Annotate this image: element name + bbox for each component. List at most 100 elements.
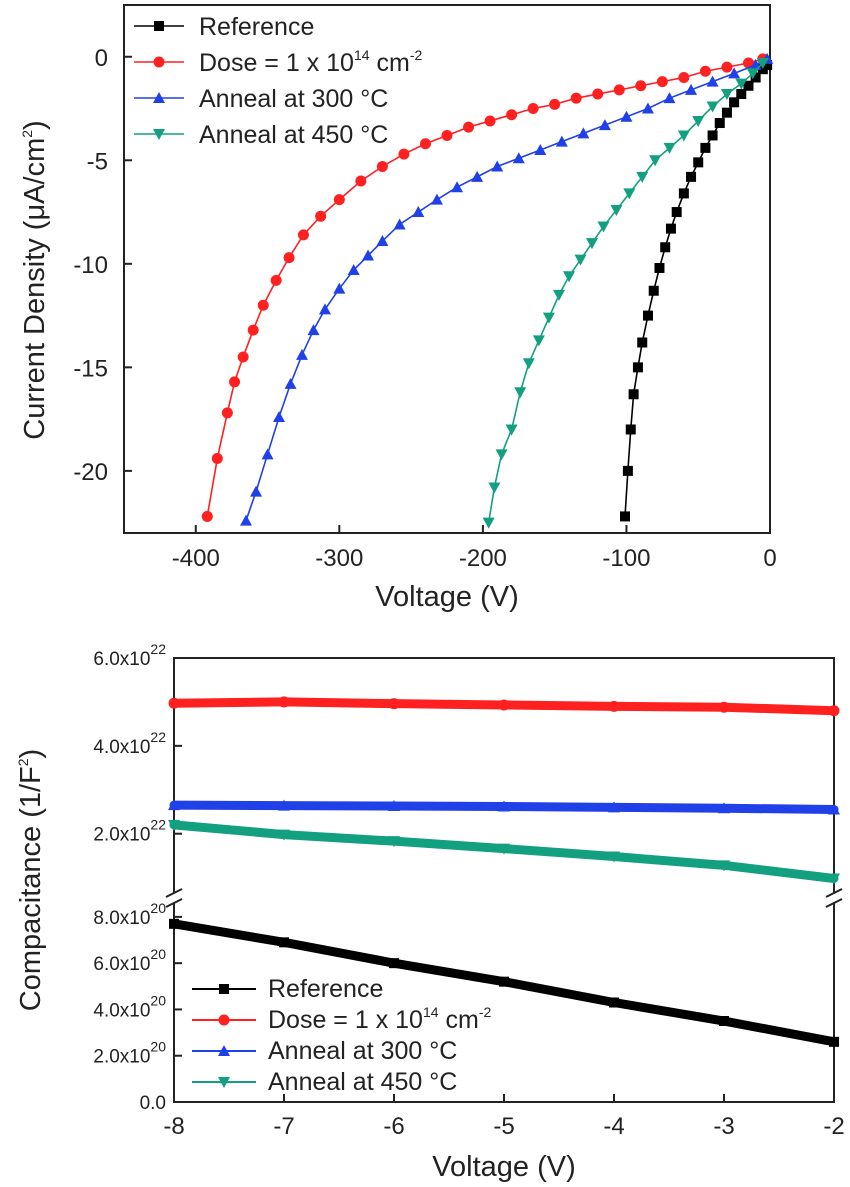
top-data-point-dose xyxy=(270,274,282,286)
top-data-point-anneal300 xyxy=(333,282,346,294)
top-legend-marker-anneal300 xyxy=(153,92,165,103)
top-data-point-anneal300 xyxy=(284,377,297,389)
top-data-point-reference xyxy=(620,511,631,522)
top-data-point-dose xyxy=(237,351,249,363)
top-data-point-anneal450 xyxy=(505,424,518,436)
bottom-data-point-anneal450 xyxy=(828,873,840,885)
top-data-point-anneal300 xyxy=(273,411,286,423)
bottom-legend-text: Dose = 1 x 10 xyxy=(268,1006,423,1034)
bottom-data-point-reference xyxy=(279,937,289,948)
bottom-lower-y-tick-label: 2.0x1020 xyxy=(93,1039,166,1068)
bottom-legend-label-anneal300: Anneal at 300 °C xyxy=(268,1037,457,1065)
top-data-point-anneal300 xyxy=(706,75,719,87)
bottom-x-tick-label: -4 xyxy=(603,1113,624,1140)
top-data-point-dose xyxy=(221,407,233,419)
top-data-point-dose xyxy=(376,161,388,173)
top-data-point-dose xyxy=(699,65,711,77)
top-plot-frame xyxy=(123,4,771,534)
top-data-point-anneal300 xyxy=(641,102,654,114)
top-y-tick-label: -20 xyxy=(73,459,108,486)
bottom-upper-y-tick-label-exp: 22 xyxy=(150,729,166,745)
top-data-point-anneal450 xyxy=(735,78,748,90)
top-data-point-anneal450 xyxy=(756,57,769,69)
top-data-point-anneal300 xyxy=(663,92,676,104)
top-data-point-anneal450 xyxy=(585,238,598,250)
bottom-x-axis-title: Voltage (V) xyxy=(432,1151,575,1183)
bottom-upper-y-tick-label: 6.0x1022 xyxy=(93,641,166,670)
top-data-point-anneal450 xyxy=(720,89,733,101)
top-data-point-anneal300 xyxy=(393,218,406,230)
bottom-data-point-dose xyxy=(828,705,840,717)
top-data-point-anneal450 xyxy=(597,221,610,233)
bottom-y-axis-title: Compacitance (1/F2) xyxy=(15,749,47,1011)
bottom-x-tick-label: -2 xyxy=(823,1113,844,1140)
bottom-data-point-dose xyxy=(278,696,290,708)
bottom-data-point-anneal450 xyxy=(608,851,620,863)
bottom-data-point-anneal300 xyxy=(388,800,400,812)
top-data-point-anneal300 xyxy=(347,264,360,276)
top-data-point-dose xyxy=(656,76,668,88)
bottom-x-tick-label: -3 xyxy=(713,1113,734,1140)
top-x-tick-label: 0 xyxy=(763,545,776,572)
top-data-point-reference xyxy=(678,188,689,199)
capacitance-chart: -8 -7 -6 -5 -4 -3 -2 2.0x10224.0x10226.0x10220… xyxy=(15,641,845,1183)
top-legend: Reference Dose = 1 x 1014 cm-2 Anneal at 3… xyxy=(134,13,422,149)
bottom-data-point-dose xyxy=(388,698,400,710)
top-data-point-dose xyxy=(742,57,754,69)
top-data-point-anneal450 xyxy=(649,155,662,167)
top-x-axis-title: Voltage (V) xyxy=(375,581,518,613)
top-data-point-anneal300 xyxy=(376,235,389,247)
top-legend-text: Anneal at 300 °C xyxy=(199,85,388,113)
top-y-tick-label: -5 xyxy=(87,148,108,175)
bottom-data-point-reference xyxy=(609,997,619,1008)
bottom-data-point-anneal450 xyxy=(278,829,290,841)
top-data-point-reference xyxy=(707,130,718,141)
bottom-lower-y-tick-label-base: 6.0x10 xyxy=(93,954,150,975)
top-data-point-dose xyxy=(635,80,647,92)
top-data-point-anneal300 xyxy=(307,324,320,336)
bottom-data-point-dose xyxy=(608,700,620,712)
bottom-lower-y-tick-label: 6.0x1020 xyxy=(93,946,166,975)
top-legend-label-anneal300: Anneal at 300 °C xyxy=(199,85,388,113)
top-data-point-reference xyxy=(721,107,732,118)
bottom-legend-marker-anneal450 xyxy=(218,1077,230,1088)
top-data-point-reference xyxy=(660,242,671,253)
bottom-lower-y-tick-label: 0.0 xyxy=(140,1093,166,1114)
top-data-point-dose xyxy=(613,84,625,96)
top-legend-sup2: -2 xyxy=(410,47,423,63)
top-data-point-dose xyxy=(570,92,582,104)
top-x-tick-label: -200 xyxy=(459,545,507,572)
bottom-data-point-dose xyxy=(168,697,180,709)
top-data-point-reference xyxy=(654,262,665,273)
top-data-point-anneal300 xyxy=(362,249,375,261)
top-data-point-dose xyxy=(355,175,367,187)
top-data-point-dose xyxy=(678,71,690,83)
top-data-point-anneal450 xyxy=(574,254,587,266)
bottom-lower-y-tick-label-exp: 20 xyxy=(150,900,166,916)
bottom-series-dose xyxy=(168,696,840,717)
bottom-legend-label-dose: Dose = 1 x 1014 cm-2 xyxy=(268,1004,491,1034)
top-series-reference xyxy=(620,60,773,522)
top-data-point-anneal300 xyxy=(728,67,741,79)
bottom-legend-marker-dose xyxy=(218,1014,230,1026)
top-legend-text: Reference xyxy=(199,13,314,41)
top-data-point-dose xyxy=(484,115,496,127)
bottom-legend-text: Anneal at 450 °C xyxy=(268,1068,457,1096)
top-data-point-reference xyxy=(750,72,761,83)
top-series-line-reference xyxy=(624,64,768,517)
bottom-data-point-reference xyxy=(719,1016,729,1027)
top-legend-sup: 14 xyxy=(354,47,370,63)
top-series-dose xyxy=(201,53,769,522)
bottom-upper-frame xyxy=(173,657,835,893)
top-legend-marker-dose xyxy=(153,56,165,68)
top-data-point-dose xyxy=(333,194,345,206)
top-data-point-anneal300 xyxy=(620,110,633,122)
bottom-upper-y-tick-label-exp: 22 xyxy=(150,641,166,657)
top-data-point-reference xyxy=(625,424,636,435)
top-data-point-dose xyxy=(419,138,431,150)
top-data-point-dose xyxy=(211,452,223,464)
axis-break-right xyxy=(825,888,843,908)
bottom-lower-y-tick-label: 4.0x1020 xyxy=(93,992,166,1021)
top-data-point-dose xyxy=(398,148,410,160)
